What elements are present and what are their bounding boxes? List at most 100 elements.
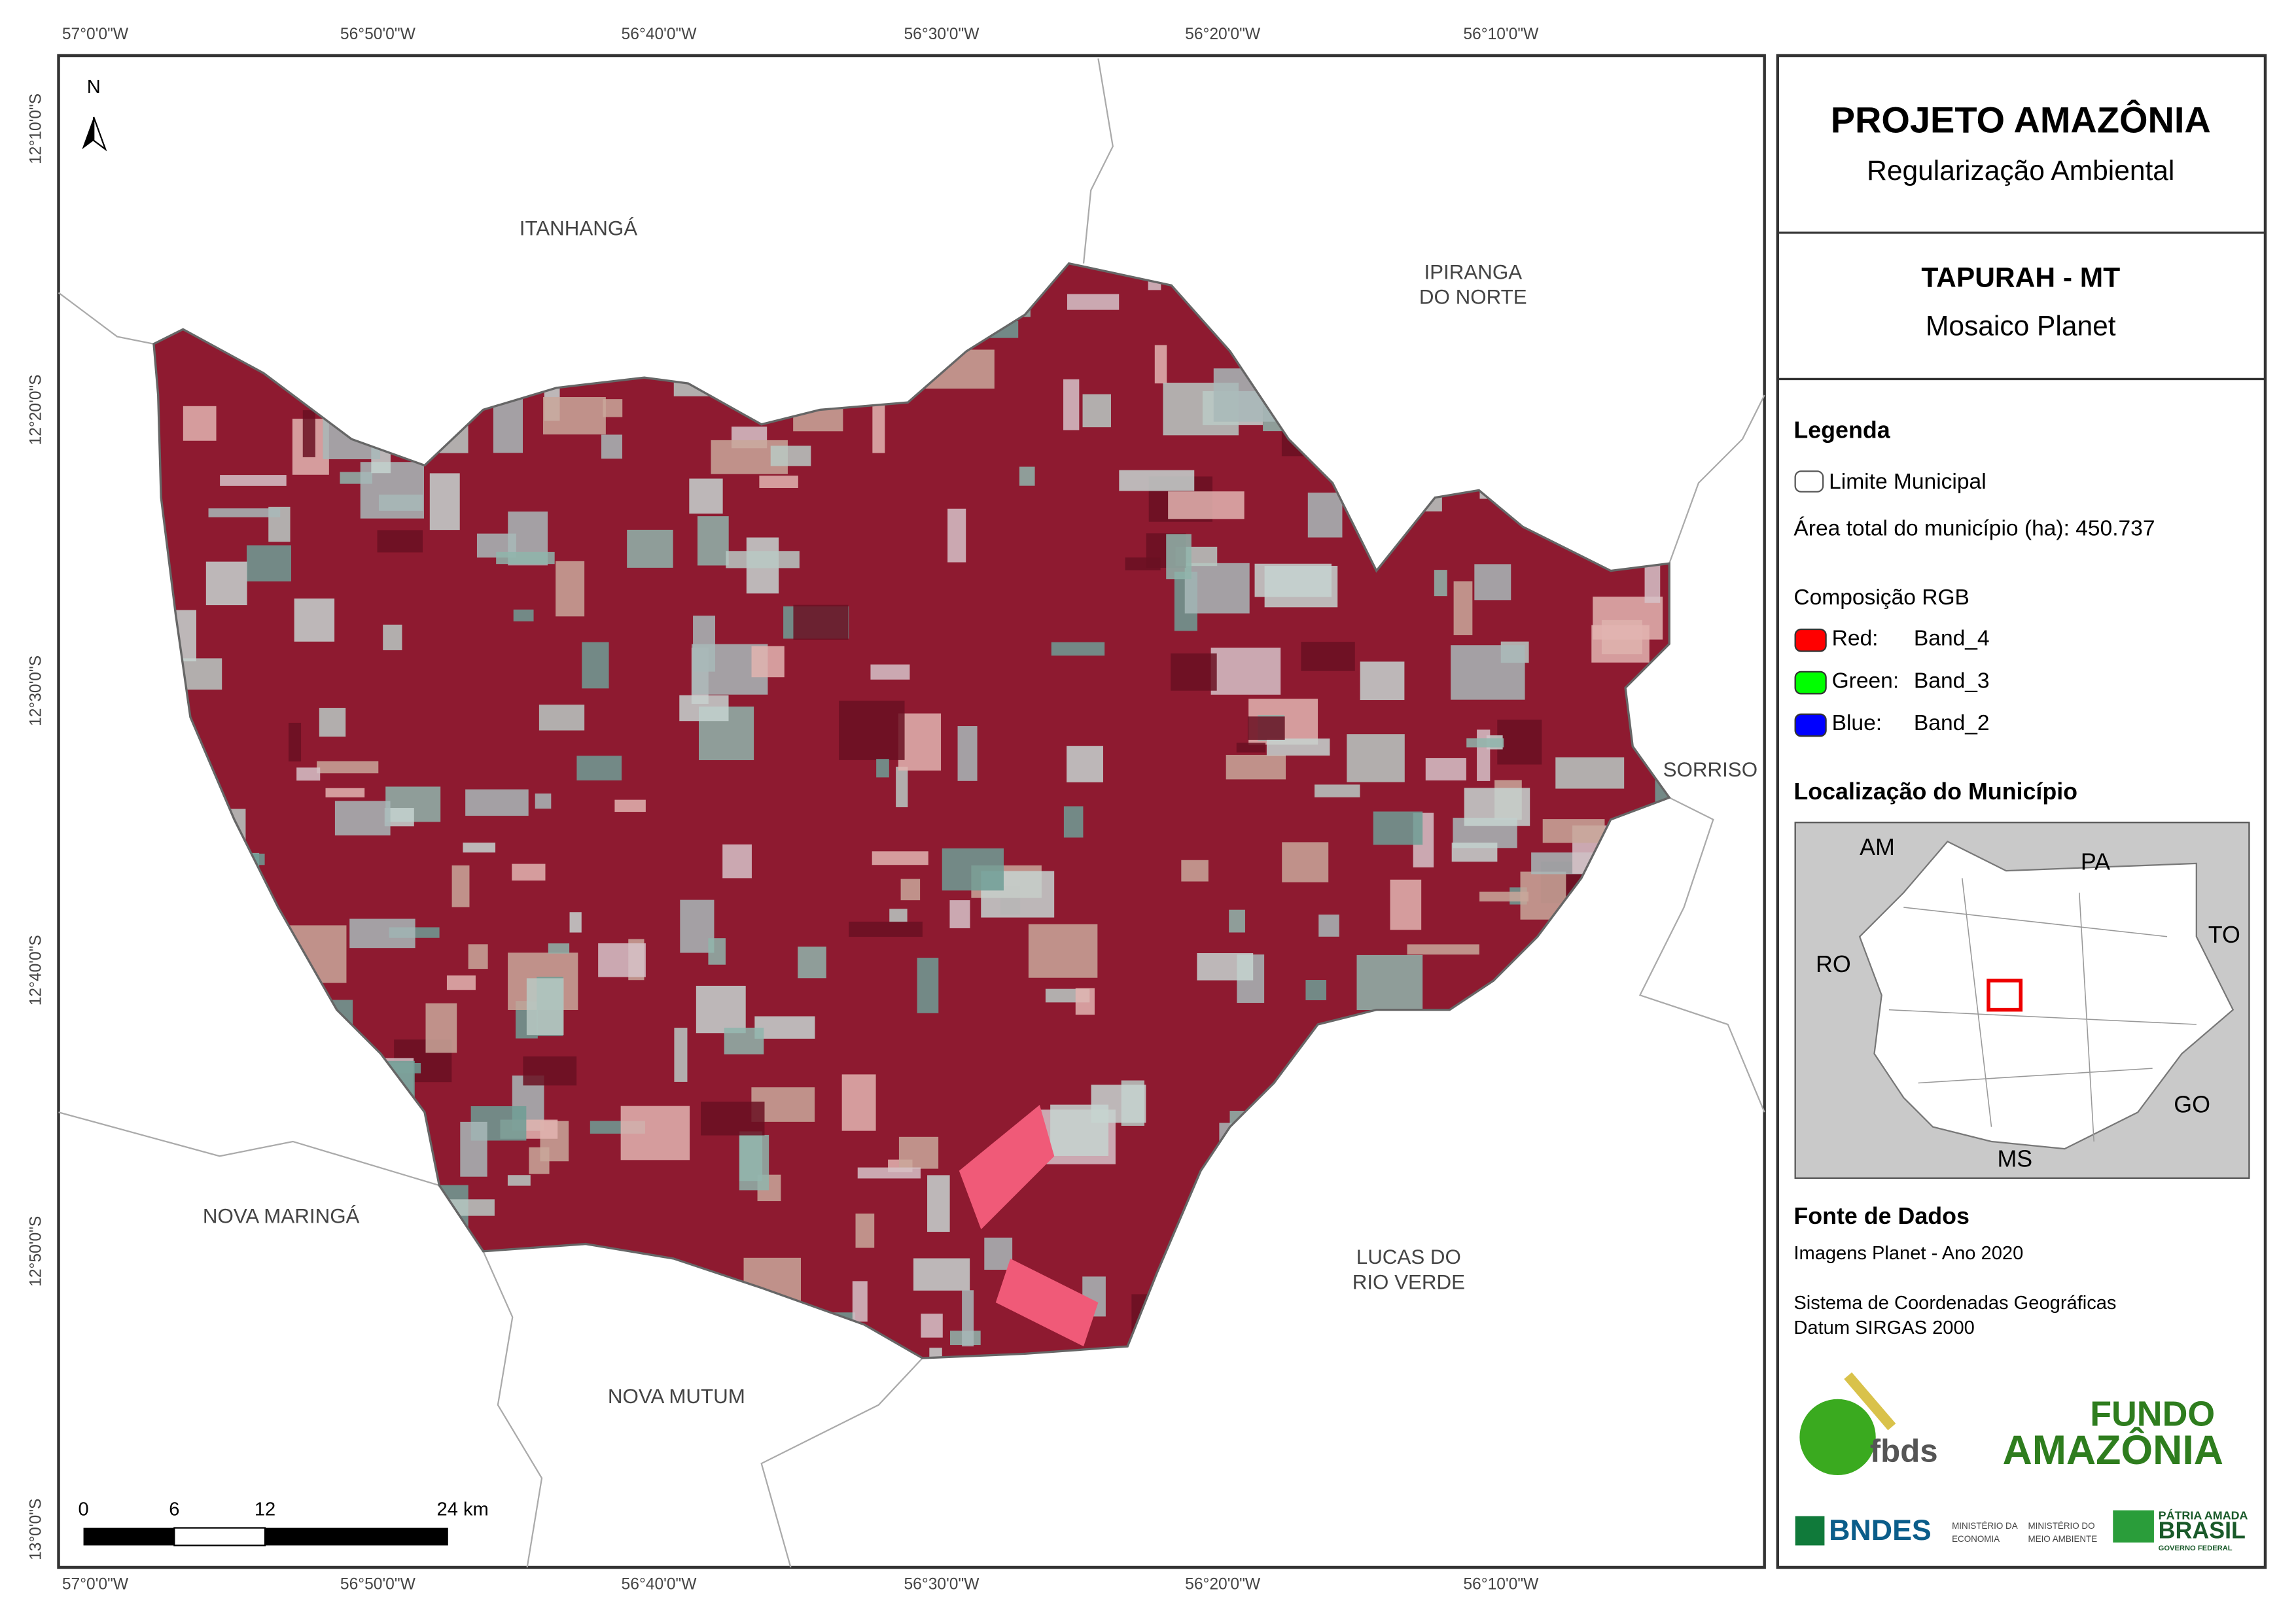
longitude-label: 56°30'0"W (904, 26, 980, 43)
fbds-mark (1844, 1372, 1896, 1431)
land-patch (603, 399, 623, 417)
land-patch (852, 1281, 868, 1322)
land-patch (751, 646, 785, 678)
side-panel (1776, 54, 2267, 1569)
land-patch (927, 1175, 950, 1232)
land-patch (247, 545, 291, 582)
land-patch (446, 975, 476, 990)
land-patch (1474, 564, 1511, 601)
land-patch (1453, 581, 1473, 635)
panel-text: PROJETO AMAZÔNIA Regularização Ambiental T… (1793, 99, 2248, 1552)
municipality: TAPURAH - MT (1921, 263, 2120, 294)
land-patch (1168, 491, 1245, 519)
land-patch (759, 476, 798, 488)
land-patch (601, 434, 623, 459)
land-patch (1184, 563, 1250, 614)
land-patch (627, 529, 673, 568)
rgb-swatch (1794, 628, 1827, 652)
boundary-line (58, 292, 154, 345)
location-marker (1987, 979, 2023, 1012)
latitude-label: 12°50'0"S (27, 1216, 44, 1287)
land-patch (913, 1258, 970, 1291)
land-patch (614, 799, 646, 812)
land-patch (1067, 294, 1120, 310)
land-patch (1307, 493, 1343, 538)
land-patch (289, 722, 302, 761)
brasil-logo: GOVERNO FEDERAL (2159, 1544, 2233, 1552)
land-patch (1119, 470, 1195, 491)
north-label: N (87, 77, 101, 97)
land-patch (463, 843, 496, 853)
land-patch (317, 761, 379, 774)
longitude-label: 56°40'0"W (622, 26, 698, 43)
land-patch (949, 900, 970, 928)
rgb-swatch (1794, 713, 1827, 737)
land-patch (535, 793, 552, 809)
land-patch (425, 1003, 457, 1053)
longitude-label: 56°30'0"W (904, 1575, 980, 1593)
boundary-line (1638, 797, 1765, 1113)
legend-title: Legenda (1793, 417, 1890, 443)
land-patch (302, 410, 315, 457)
place-label: ITANHANGÁ (520, 217, 637, 240)
land-patch (1266, 738, 1330, 756)
land-patch (377, 530, 423, 553)
land-patch (674, 1028, 688, 1082)
brasil-flag (2113, 1510, 2154, 1543)
place-label: NOVA MUTUM (608, 1385, 745, 1408)
land-patch (460, 1121, 487, 1177)
fbds-globe (1799, 1399, 1876, 1476)
land-patch (1051, 642, 1105, 656)
latitude-label: 12°20'0"S (27, 374, 44, 445)
land-patch (1451, 843, 1498, 862)
boundary-line (1082, 58, 1114, 264)
land-patch (1318, 915, 1339, 937)
land-patch (1360, 661, 1405, 701)
land-patch (1166, 534, 1192, 580)
land-patch (1390, 879, 1422, 930)
mato-grosso (1858, 840, 2234, 1150)
source-line: Sistema de Coordenadas Geográficas (1793, 1293, 2116, 1314)
map-labels: 57°0'0"W 57°0'0"W 56°50'0"W 56°50'0"W 56°40'… (27, 26, 1757, 1593)
land-patch (349, 918, 415, 949)
land-patch (1305, 980, 1327, 1000)
location-title: Localização do Município (1793, 778, 2077, 805)
land-patch (543, 396, 606, 435)
land-patch (1247, 716, 1285, 740)
land-patch (1407, 944, 1479, 955)
land-patch (334, 801, 391, 836)
brasil-logo: BRASIL (2159, 1518, 2246, 1544)
land-patch (319, 708, 346, 737)
land-patch (1254, 563, 1332, 597)
land-patch (598, 943, 646, 977)
land-patch (513, 609, 534, 621)
land-patch (576, 756, 622, 780)
land-patch (1063, 379, 1080, 430)
land-patch (1466, 738, 1504, 748)
land-patch (526, 978, 564, 1036)
land-patch (1425, 758, 1466, 781)
land-patch (689, 478, 723, 514)
ministry-logo: MINISTÉRIO DO (2028, 1521, 2094, 1531)
land-patch (468, 944, 488, 969)
rgb-band: Band_3 (1914, 669, 1990, 693)
longitude-label: 56°50'0"W (340, 26, 416, 43)
legend-area: Área total do município (ha): 450.737 (1793, 517, 2155, 541)
land-patch (1067, 746, 1103, 782)
boundary-line (760, 1357, 923, 1568)
land-patch (378, 495, 423, 511)
longitude-label: 56°40'0"W (622, 1575, 698, 1593)
land-patch (1197, 953, 1254, 981)
land-patch (726, 551, 800, 568)
land-patch (1181, 860, 1209, 882)
land-patch (1555, 757, 1625, 789)
fundo-logo: FUNDO (2090, 1395, 2215, 1434)
land-patch (1373, 811, 1423, 845)
land-patch (208, 508, 281, 517)
land-patch (512, 864, 546, 881)
land-patch (1434, 570, 1447, 597)
land-patch (1315, 784, 1360, 797)
scale-bar (83, 1527, 448, 1546)
land-patch (917, 958, 939, 1013)
boundary-line (58, 1111, 440, 1187)
